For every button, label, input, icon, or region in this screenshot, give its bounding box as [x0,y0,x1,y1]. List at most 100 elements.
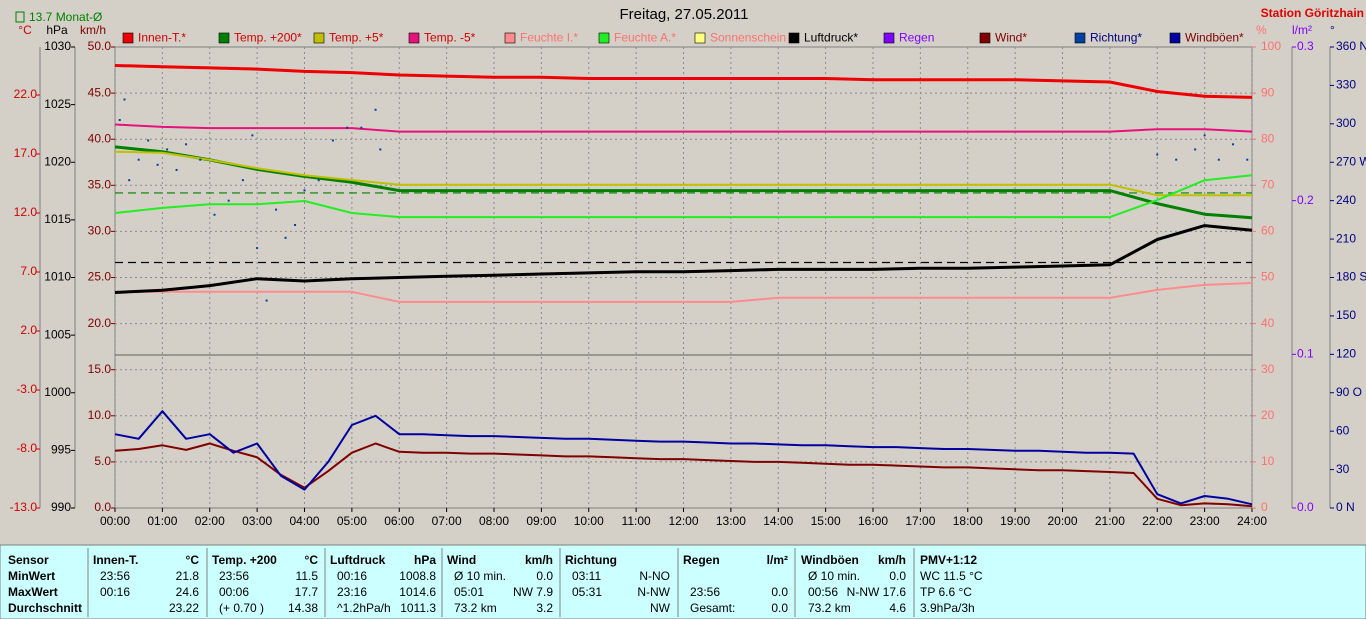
chart-title: Freitag, 27.05.2011 [620,6,749,23]
x-tick-label: 10:00 [574,514,604,528]
y-tick-label: -8.0 [16,441,37,455]
cell-left: 73.2 km [808,601,851,615]
y-tick-label: 40 [1261,316,1275,330]
direction-point [123,98,126,101]
x-tick-label: 19:00 [1000,514,1030,528]
x-tick-label: 06:00 [384,514,414,528]
cell-left: Gesamt: [690,601,735,615]
x-tick-label: 04:00 [289,514,319,528]
legend-swatch [598,32,610,44]
y-tick-label: -13.0 [10,500,38,514]
direction-point [303,189,306,192]
x-tick-label: 14:00 [763,514,793,528]
legend-label: Temp. +5* [329,31,384,45]
direction-point [360,126,363,129]
column-unit: km/h [878,553,906,567]
y-tick-label: 17.0 [14,146,38,160]
y-tick-label: 0 N [1336,500,1355,514]
column-unit: km/h [525,553,553,567]
series-line [114,224,1253,294]
direction-point [241,179,244,182]
y-tick-label: 20 [1261,408,1275,422]
cell-left: (+ 0.70 ) [219,601,264,615]
y-tick-label: 80 [1261,131,1275,145]
cell-left: 05:01 [454,585,484,599]
y-tick-label: 300 [1336,116,1356,130]
y-tick-label: 150 [1336,308,1356,322]
cell-right: 14.38 [288,601,318,615]
cell-left: WC 11.5 °C [920,569,983,583]
direction-point [284,236,287,239]
cell-left: 23:56 [690,585,720,599]
y-tick-label: 1020 [44,154,71,168]
y-tick-label: 22.0 [14,87,38,101]
series-line [114,410,1253,506]
series-line [114,64,1253,99]
y-tick-label: 990 [51,500,71,514]
column-name: PMV+1:12 [920,553,977,567]
y-tick-label: 0.0 [1297,500,1314,514]
cell-right: 11.5 [296,569,319,583]
cell-right: N-NW 17.6 [847,585,907,599]
cell-left: Ø 10 min. [454,569,506,583]
y-tick-label: 5.0 [94,454,111,468]
legend-label: Luftdruck* [804,31,858,45]
y-tick-label: 45.0 [88,85,112,99]
cell-right: 1014.6 [399,585,436,599]
y-tick-label: 180 S [1336,270,1366,284]
column-unit: l/m² [767,553,788,567]
cell-left: 00:16 [337,569,367,583]
legend-label: Feuchte I.* [520,31,578,45]
cell-right: 23.22 [169,601,199,615]
y-tick-label: 7.0 [20,264,37,278]
direction-point [227,199,230,202]
cell-right: 0.0 [889,569,906,583]
direction-point [331,139,334,142]
legend-label: Temp. -5* [424,31,476,45]
direction-point [118,118,121,121]
direction-point [1246,158,1249,161]
direction-point [147,139,150,142]
average-label: 13.7 Monat-Ø [29,10,102,24]
direction-point [1203,134,1206,137]
column-name: Innen-T. [93,553,138,567]
y-tick-label: 30 [1261,362,1275,376]
series-line [114,442,1253,508]
y-tick-label: 360 N [1336,39,1366,53]
x-tick-label: 11:00 [622,514,651,528]
row-label: MaxWert [8,585,58,599]
cell-left: TP 6.6 °C [920,585,972,599]
direction-point [1232,143,1235,146]
x-tick-label: 05:00 [337,514,367,528]
legend-label: Temp. +200* [234,31,302,45]
y-tick-label: 60 [1336,423,1350,437]
cell-right: 1011.3 [400,601,436,615]
direction-point [137,158,140,161]
y-tick-label: 50 [1261,270,1275,284]
cell-right: N-NO [639,569,670,583]
series-line [114,150,1252,197]
direction-point [1217,158,1220,161]
x-tick-label: 18:00 [953,514,983,528]
direction-point [317,179,320,182]
cell-right: 1008.8 [399,569,436,583]
direction-point [346,126,349,129]
y-tick-label: 90 [1261,85,1275,99]
x-tick-label: 09:00 [526,514,556,528]
direction-point [1156,153,1159,156]
y-tick-label: 0.3 [1297,39,1314,53]
y-tick-label: 50.0 [88,39,112,53]
cell-right: 0.0 [771,585,788,599]
x-tick-label: 01:00 [147,514,177,528]
y-tick-label: 0.0 [94,500,111,514]
cell-left: 73.2 km [454,601,497,615]
y-tick-label: 0.1 [1297,347,1314,361]
y-tick-label: 210 [1336,231,1356,245]
cell-left: 3.9hPa/3h [920,601,975,615]
column-name: Luftdruck [330,553,386,567]
cell-left: 00:56 [808,585,838,599]
cell-right: 0.0 [771,601,788,615]
legend-swatch [313,32,325,44]
legend-swatch [788,32,800,44]
direction-point [374,108,377,111]
